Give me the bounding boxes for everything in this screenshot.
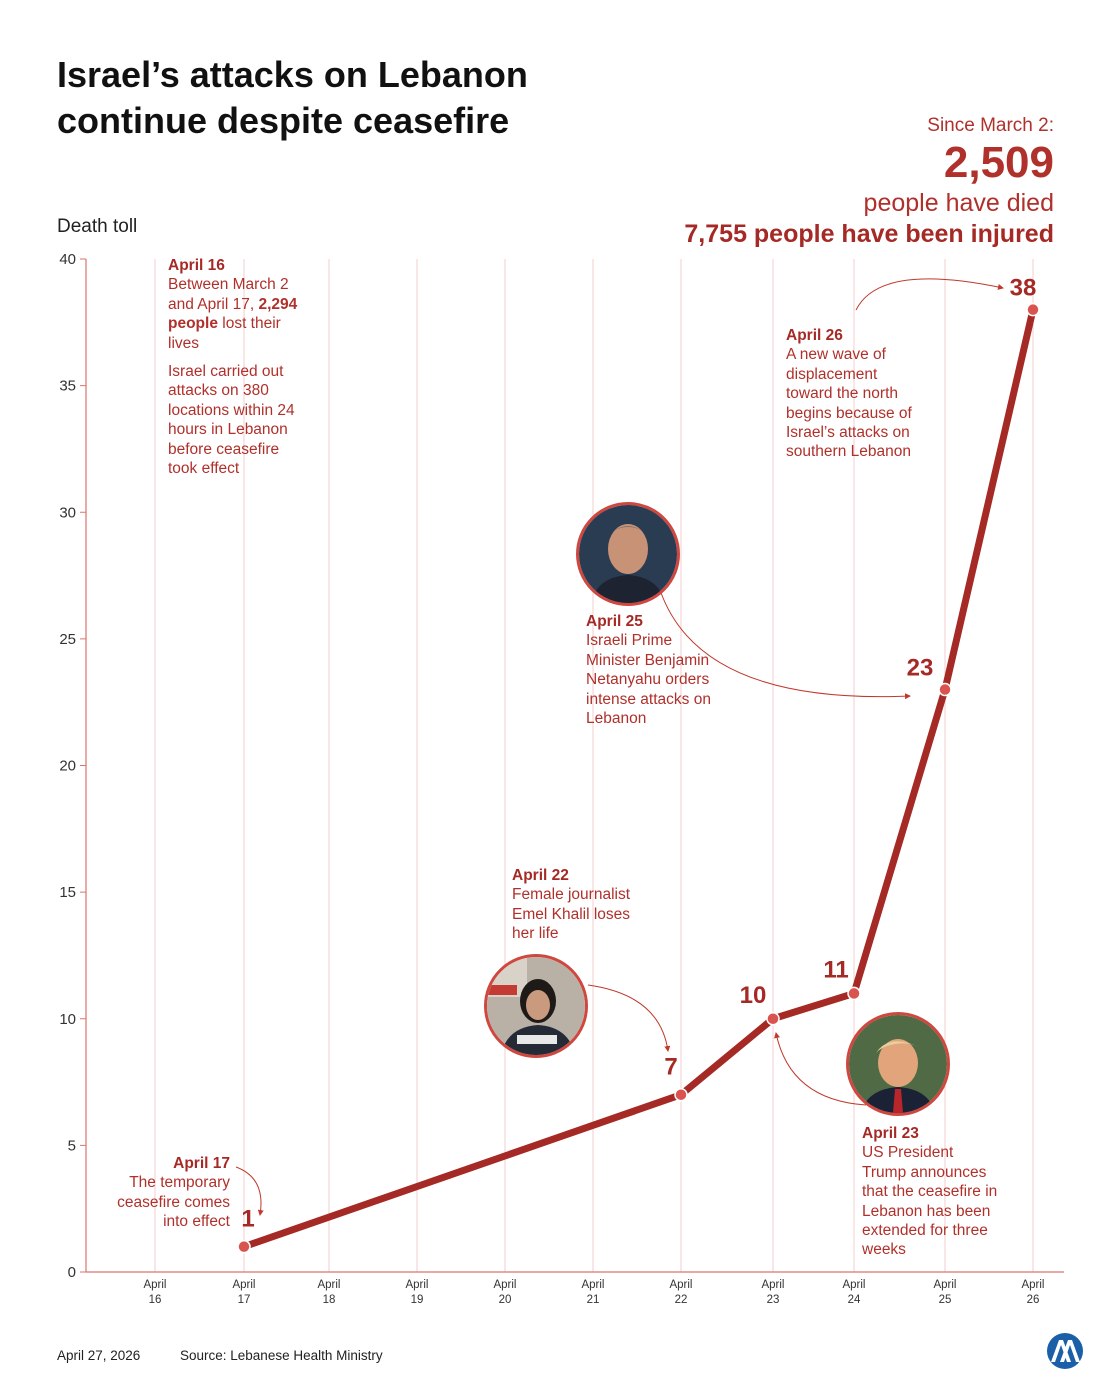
annotation-april22-date: April 22 bbox=[512, 867, 569, 884]
journalist-photo-graphic bbox=[487, 957, 585, 1055]
annotation-april16-date: April 16 bbox=[168, 257, 225, 274]
data-label-7: 7 bbox=[664, 1054, 677, 1081]
y-tick-label-5: 5 bbox=[68, 1137, 76, 1154]
trump-photo bbox=[846, 1012, 950, 1116]
x-tick-label-month-3: April bbox=[405, 1279, 428, 1291]
data-label-10: 10 bbox=[740, 982, 767, 1009]
annotation-april26-date: April 26 bbox=[786, 327, 843, 344]
connector-april23 bbox=[774, 1032, 867, 1106]
annotation-april25: April 25 Israeli Prime Minister Benjamin… bbox=[586, 612, 720, 728]
data-point-7 bbox=[674, 1087, 688, 1102]
x-tick-label-month-8: April bbox=[842, 1279, 865, 1291]
annotation-april23: April 23 US President Trump announces th… bbox=[862, 1124, 998, 1260]
x-tick-label-day-8: 24 bbox=[848, 1294, 861, 1306]
annotation-april16-text1-post: lost their lives bbox=[168, 315, 281, 352]
y-tick-label-20: 20 bbox=[59, 758, 76, 775]
y-axis-label: Death toll bbox=[57, 216, 138, 237]
annotation-april23-date: April 23 bbox=[862, 1125, 919, 1142]
annotation-april23-text: US President Trump announces that the ce… bbox=[862, 1144, 998, 1259]
y-tick-label-15: 15 bbox=[59, 884, 76, 901]
x-tick-label-day-5: 21 bbox=[587, 1294, 600, 1306]
data-point-23 bbox=[938, 682, 952, 697]
x-tick-label-day-6: 22 bbox=[675, 1294, 688, 1306]
annotation-april25-date: April 25 bbox=[586, 613, 643, 630]
y-tick-label-30: 30 bbox=[59, 504, 76, 521]
connector-april25 bbox=[659, 589, 911, 700]
data-label-1: 1 bbox=[241, 1206, 254, 1233]
y-tick-label-10: 10 bbox=[59, 1011, 76, 1028]
summary-box: Since March 2: 2,509 people have died 7,… bbox=[684, 114, 1054, 250]
x-tick-label-month-4: April bbox=[493, 1279, 516, 1291]
annotation-april25-text: Israeli Prime Minister Benjamin Netanyah… bbox=[586, 632, 711, 728]
annotation-april16-text1: Between March 2 and April 17, 2,294 peop… bbox=[168, 275, 308, 353]
annotation-april26: April 26 A new wave of displacement towa… bbox=[786, 326, 926, 462]
annotation-april17: April 17 The temporary ceasefire comes i… bbox=[100, 1154, 230, 1232]
netanyahu-photo bbox=[576, 502, 680, 606]
x-tick-label-day-1: 17 bbox=[238, 1294, 251, 1306]
connector-april22 bbox=[587, 984, 671, 1052]
x-tick-label-month-5: April bbox=[581, 1279, 604, 1291]
annotation-april16-text1-pre: Between March 2 and April 17, bbox=[168, 276, 289, 313]
connector-april17 bbox=[235, 1166, 264, 1216]
x-tick-label-month-6: April bbox=[669, 1279, 692, 1291]
data-point-11 bbox=[847, 986, 861, 1001]
y-tick-label-40: 40 bbox=[59, 251, 76, 268]
data-label-23: 23 bbox=[907, 655, 934, 682]
y-tick-label-0: 0 bbox=[68, 1264, 76, 1281]
x-tick-label-month-7: April bbox=[761, 1279, 784, 1291]
data-point-1 bbox=[237, 1239, 251, 1254]
annotation-april17-text: The temporary ceasefire comes into effec… bbox=[117, 1174, 230, 1231]
annotation-april16-text2: Israel carried out attacks on 380 locati… bbox=[168, 363, 295, 478]
x-tick-label-day-7: 23 bbox=[767, 1294, 780, 1306]
connector-april26 bbox=[855, 278, 1004, 311]
y-tick-label-25: 25 bbox=[59, 631, 76, 648]
title-line-2: continue despite ceasefire bbox=[57, 100, 510, 141]
x-tick-label-month-1: April bbox=[232, 1279, 255, 1291]
footer-date: April 27, 2026 bbox=[57, 1348, 141, 1363]
summary-died-number: 2,509 bbox=[943, 138, 1054, 187]
series-line-death-toll bbox=[240, 306, 1037, 1251]
footer-source: Source: Lebanese Health Ministry bbox=[180, 1348, 383, 1363]
annotation-april16-text1-bold: 2,294 people bbox=[168, 295, 298, 333]
data-point-38 bbox=[1026, 302, 1040, 317]
y-tick-label-35: 35 bbox=[59, 378, 76, 395]
annotation-april22-text: Female journalist Emel Khalil loses her … bbox=[512, 886, 631, 943]
annotation-april22: April 22 Female journalist Emel Khalil l… bbox=[512, 866, 642, 944]
x-tick-label-month-2: April bbox=[317, 1279, 340, 1291]
x-tick-label-day-2: 18 bbox=[323, 1294, 336, 1306]
summary-died-text: people have died bbox=[863, 189, 1054, 217]
trump-photo-graphic bbox=[849, 1015, 947, 1113]
data-point-10 bbox=[766, 1012, 780, 1026]
summary-since: Since March 2: bbox=[927, 115, 1054, 136]
data-label-11: 11 bbox=[823, 956, 848, 983]
journalist-photo bbox=[484, 954, 588, 1058]
annotation-april17-date: April 17 bbox=[173, 1155, 230, 1172]
x-tick-label-month-0: April bbox=[143, 1279, 166, 1291]
summary-injured: 7,755 people have been injured bbox=[684, 220, 1054, 248]
x-tick-label-day-9: 25 bbox=[939, 1294, 952, 1306]
x-tick-label-day-0: 16 bbox=[149, 1294, 162, 1306]
x-tick-label-month-10: April bbox=[1021, 1279, 1044, 1291]
x-tick-label-day-3: 19 bbox=[411, 1294, 424, 1306]
x-tick-label-day-10: 26 bbox=[1027, 1294, 1040, 1306]
x-tick-label-day-4: 20 bbox=[499, 1294, 512, 1306]
data-label-38: 38 bbox=[1010, 275, 1037, 302]
annotation-april16: April 16 Between March 2 and April 17, 2… bbox=[168, 256, 308, 478]
chart-title: Israel’s attacks on Lebanon continue des… bbox=[57, 52, 528, 144]
title-line-1: Israel’s attacks on Lebanon bbox=[57, 54, 528, 95]
x-tick-label-month-9: April bbox=[933, 1279, 956, 1291]
aa-logo-icon bbox=[1047, 1333, 1083, 1369]
netanyahu-photo-graphic bbox=[579, 505, 677, 603]
annotation-april26-text: A new wave of displacement toward the no… bbox=[786, 346, 912, 461]
